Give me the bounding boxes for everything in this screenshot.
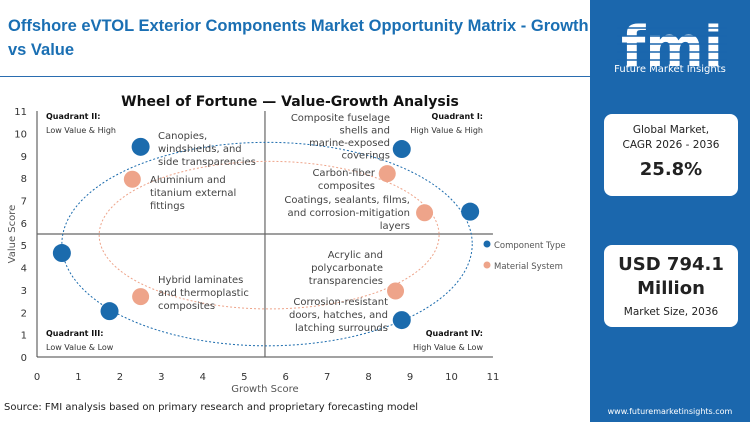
quadrant-name: Quadrant IV: [426, 329, 483, 338]
chart: Wheel of Fortune — Value-Growth Analysis… [7, 94, 566, 395]
x-tick-label: 8 [365, 372, 371, 383]
quadrant-description: Low Value & High [46, 126, 116, 135]
website-link[interactable]: www.futuremarketinsights.com [607, 407, 733, 416]
data-point [123, 170, 141, 188]
x-tick-label: 0 [34, 372, 40, 383]
x-tick-label: 1 [75, 372, 81, 383]
source-note: Source: FMI analysis based on primary re… [4, 402, 419, 413]
y-tick-label: 6 [21, 219, 27, 230]
chart-title: Wheel of Fortune — Value-Growth Analysis [121, 94, 459, 110]
legend-label: Material System [494, 262, 563, 272]
data-point [100, 302, 119, 321]
y-axis-label: Value Score [7, 205, 18, 264]
data-point [416, 204, 434, 222]
y-tick-label: 0 [21, 353, 27, 364]
data-label: Hybrid laminates and thermoplastic composi… [158, 275, 249, 312]
cagr-value: 25.8% [639, 159, 703, 180]
quadrant-description: High Value & High [410, 126, 483, 135]
market-size-card: USD 794.1 Million Market Size, 2036 [604, 245, 738, 327]
component-wheel-ring [61, 141, 473, 347]
y-tick-label: 2 [21, 308, 27, 319]
quadrant-name: Quadrant II: [46, 112, 100, 121]
y-tick-label: 9 [21, 152, 27, 163]
y-tick-label: 10 [14, 129, 27, 140]
quadrant-name: Quadrant III: [46, 329, 103, 338]
x-tick-label: 11 [487, 372, 500, 383]
quadrant-name: Quadrant I: [432, 112, 483, 121]
data-point [132, 288, 150, 306]
data-label: Carbon-fiber composites [312, 168, 375, 192]
data-point [387, 282, 405, 300]
y-tick-label: 1 [21, 331, 27, 342]
cagr-card: Global Market, CAGR 2026 - 2036 25.8% [604, 114, 738, 196]
legend-label: Component Type [494, 241, 566, 251]
legend-marker [483, 261, 491, 269]
y-tick-label: 8 [21, 174, 27, 185]
divider [0, 76, 590, 77]
data-label: Coatings, sealants, films, and corrosion-… [284, 195, 410, 232]
x-tick-label: 2 [117, 372, 123, 383]
data-label: Aluminium and titanium external fittings [150, 175, 236, 212]
sidebar: fmi Future Market Insights Global Market… [590, 0, 750, 422]
data-point [461, 202, 480, 221]
x-axis-label: Growth Score [231, 384, 298, 395]
data-label: Acrylic and polycarbonate transparencies [309, 250, 383, 287]
market-size-label: Market Size, 2036 [623, 306, 719, 318]
x-tick-label: 10 [445, 372, 458, 383]
x-tick-label: 6 [283, 372, 289, 383]
x-tick-label: 9 [407, 372, 413, 383]
cagr-label: Global Market, CAGR 2026 - 2036 [622, 124, 720, 151]
market-size-value: USD 794.1 Million [618, 254, 724, 299]
y-tick-label: 3 [21, 286, 27, 297]
x-tick-label: 5 [241, 372, 247, 383]
y-tick-label: 5 [21, 241, 27, 252]
data-point [131, 137, 150, 156]
data-point [52, 244, 71, 263]
y-tick-label: 11 [14, 107, 27, 118]
data-point [392, 140, 411, 159]
x-tick-label: 3 [158, 372, 164, 383]
data-label: Corrosion-resistant doors, hatches, and la… [289, 297, 388, 334]
y-tick-label: 7 [21, 196, 27, 207]
quadrant-description: Low Value & Low [46, 343, 114, 352]
logo-text: Future Market Insights [614, 64, 726, 75]
data-label: Composite fuselage shells and marine-expos… [291, 113, 390, 162]
material-wheel-ring [98, 160, 440, 310]
quadrant-description: High Value & Low [413, 343, 483, 352]
x-tick-label: 7 [324, 372, 330, 383]
data-point [392, 311, 411, 330]
fmi-logo: fmi [617, 15, 727, 74]
page-title: Offshore eVTOL Exterior Components Marke… [8, 17, 589, 59]
y-tick-label: 4 [21, 264, 27, 275]
x-tick-label: 4 [200, 372, 206, 383]
data-point [378, 165, 396, 183]
legend-marker [483, 240, 491, 248]
data-label: Canopies, windshields, and side transparen… [158, 131, 256, 168]
